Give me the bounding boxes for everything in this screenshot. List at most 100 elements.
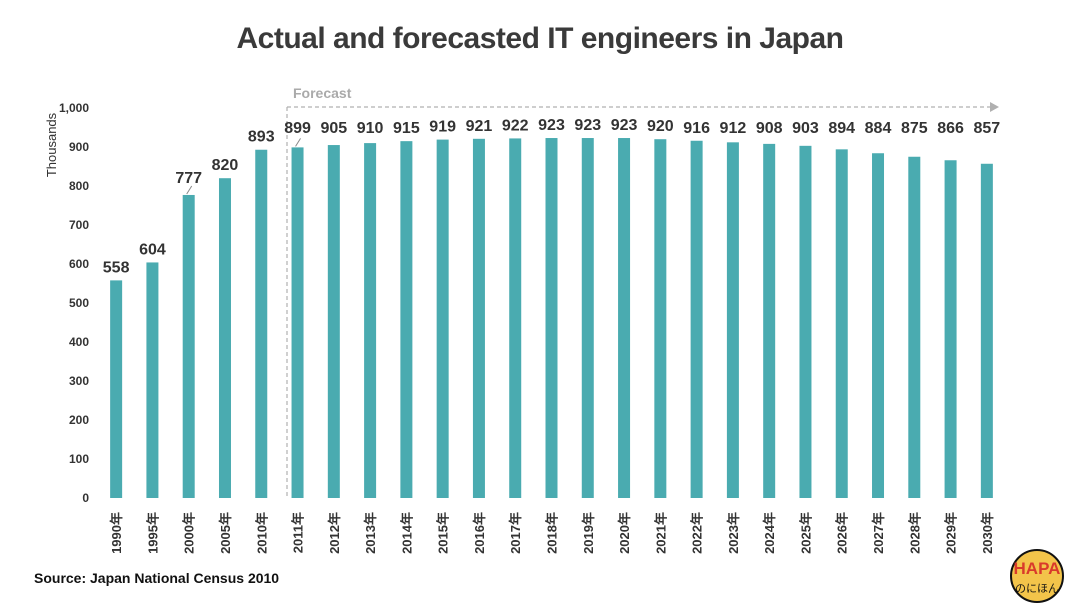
hapa-logo-icon: HAPA のにほん — [1010, 549, 1064, 603]
y-tick-label: 700 — [69, 218, 89, 232]
bar — [944, 160, 957, 498]
data-label: 866 — [937, 120, 964, 137]
forecast-label: Forecast — [293, 85, 352, 101]
data-label: 558 — [103, 259, 130, 276]
y-axis-label: Thousands — [44, 112, 59, 177]
data-label: 912 — [720, 120, 747, 137]
x-tick-label: 2000年 — [182, 512, 197, 554]
bar — [364, 143, 377, 498]
x-tick-label: 2021年 — [653, 512, 668, 554]
bar — [509, 138, 522, 499]
y-tick-label: 500 — [69, 296, 89, 310]
x-tick-label: 2028年 — [907, 512, 922, 554]
data-label: 857 — [974, 120, 1001, 137]
x-tick-label: 2020年 — [617, 512, 632, 554]
x-tick-label: 2010年 — [254, 512, 269, 554]
x-tick-label: 2024年 — [762, 512, 777, 554]
bar — [618, 138, 631, 498]
bar — [400, 141, 413, 498]
data-label: 908 — [756, 120, 783, 137]
y-tick-label: 100 — [69, 452, 89, 466]
y-tick-label: 1,000 — [59, 101, 89, 115]
bar — [872, 153, 885, 499]
data-label: 923 — [538, 117, 565, 134]
x-tick-label: 2025年 — [798, 512, 813, 554]
x-tick-label: 1990年 — [109, 512, 124, 554]
bar — [908, 156, 921, 498]
bar — [690, 140, 703, 498]
data-label: 604 — [139, 241, 166, 258]
bar — [291, 147, 304, 498]
bar — [146, 262, 159, 498]
y-axis: 0 100 200 300 400 500 600 700 800 900 1,000 — [59, 101, 89, 505]
data-label: 884 — [865, 120, 892, 137]
x-tick-label: 2016年 — [472, 512, 487, 554]
y-tick-label: 200 — [69, 413, 89, 427]
label-leader-line — [186, 185, 193, 195]
bar — [255, 149, 268, 499]
y-tick-label: 600 — [69, 257, 89, 271]
bar — [218, 178, 231, 498]
data-label: 915 — [393, 120, 420, 137]
source-note: Source: Japan National Census 2010 — [34, 570, 280, 586]
data-label: 910 — [357, 120, 384, 137]
x-tick-label: 1995年 — [145, 512, 160, 554]
x-tick-label: 2012年 — [327, 512, 342, 554]
bar — [980, 163, 993, 498]
x-tick-label: 2030年 — [980, 512, 995, 554]
y-tick-label: 900 — [69, 140, 89, 154]
data-label: 903 — [792, 120, 819, 137]
y-tick-label: 400 — [69, 335, 89, 349]
x-tick-label: 2013年 — [363, 512, 378, 554]
data-label: 923 — [574, 117, 601, 134]
x-tick-label: 2022年 — [690, 512, 705, 554]
data-label: 820 — [212, 157, 239, 174]
bar — [545, 138, 558, 498]
forecast-arrow-icon — [990, 102, 999, 112]
x-tick-label: 2029年 — [944, 512, 959, 554]
y-tick-label: 300 — [69, 374, 89, 388]
data-label: 916 — [683, 120, 710, 137]
data-label: 893 — [248, 129, 275, 146]
logo-text: HAPA — [1014, 559, 1061, 578]
bar — [799, 145, 812, 498]
x-tick-label: 2014年 — [399, 512, 414, 554]
x-tick-label: 2018年 — [545, 512, 560, 554]
bar — [472, 138, 485, 498]
data-label: 899 — [284, 120, 311, 137]
data-label: 894 — [828, 120, 855, 137]
x-tick-label: 2005年 — [218, 512, 233, 554]
x-tick-label: 2026年 — [835, 512, 850, 554]
bar — [726, 142, 739, 498]
bars — [110, 138, 993, 499]
x-tick-label: 2023年 — [726, 512, 741, 554]
data-label: 919 — [429, 119, 456, 136]
x-tick-label: 2017年 — [508, 512, 523, 554]
data-labels: 558 604 777 820 893 899 905 910 915 919 921 922 923 9… — [103, 117, 1001, 276]
y-tick-label: 800 — [69, 179, 89, 193]
x-tick-label: 2015年 — [436, 512, 451, 554]
bar — [110, 280, 123, 498]
logo-subtext: のにほん — [1015, 582, 1059, 595]
x-axis: 1990年 1995年 2000年 2005年 2010年 2011年 2012年 2013年… — [109, 512, 995, 554]
bar — [654, 139, 667, 498]
x-tick-label: 2027年 — [871, 512, 886, 554]
data-label: 921 — [466, 118, 493, 135]
data-label: 923 — [611, 117, 638, 134]
data-label: 875 — [901, 120, 928, 137]
bar — [182, 194, 195, 498]
x-tick-label: 2011年 — [291, 512, 306, 553]
chart-title: Actual and forecasted IT engineers in Ja… — [236, 22, 844, 55]
bar — [581, 138, 594, 498]
x-tick-label: 2019年 — [581, 512, 596, 554]
forecast-region: Forecast — [286, 85, 999, 498]
data-label: 922 — [502, 117, 529, 134]
bar — [327, 145, 340, 499]
label-leader-line — [295, 138, 301, 147]
bar — [835, 149, 848, 498]
data-label: 905 — [320, 120, 347, 137]
bar — [436, 139, 449, 498]
bar — [763, 143, 776, 498]
y-tick-label: 0 — [82, 491, 89, 505]
